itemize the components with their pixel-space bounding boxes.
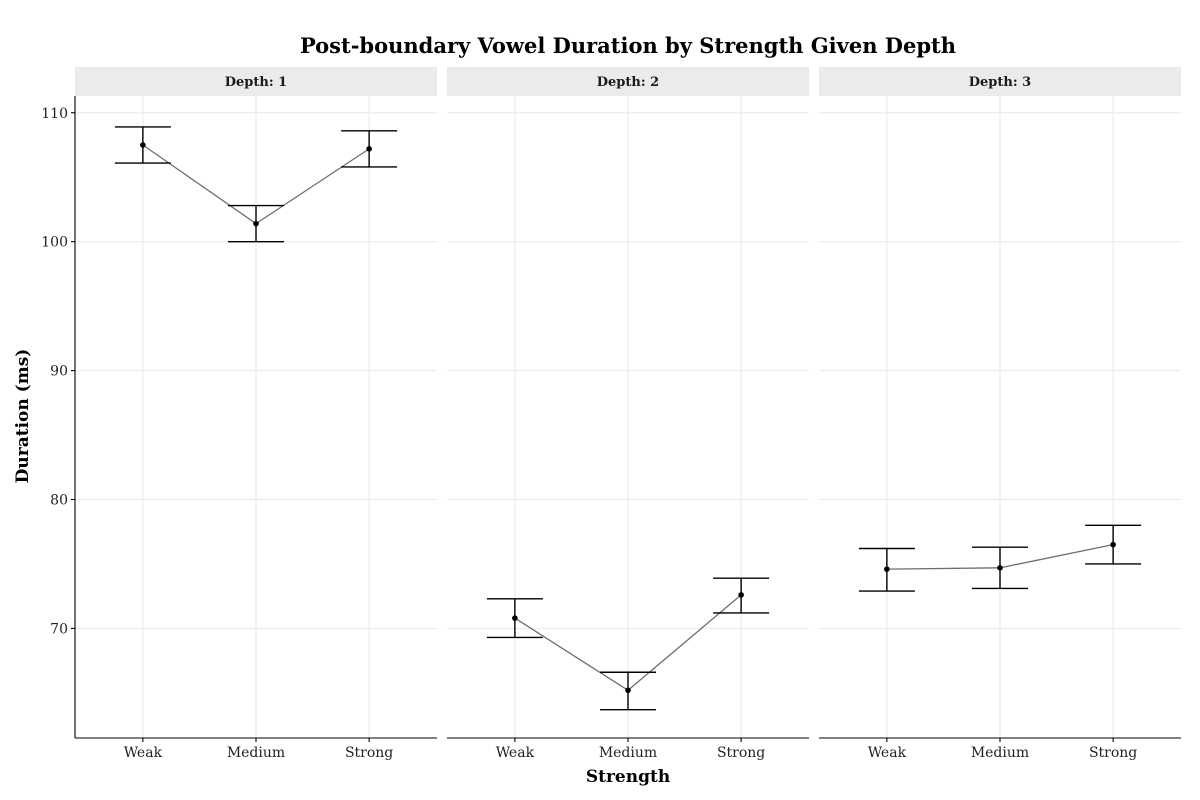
x-tick-label: Weak bbox=[868, 745, 907, 761]
data-point bbox=[253, 220, 259, 227]
y-axis: 70 80 90 100 110 bbox=[41, 96, 76, 738]
y-axis-title: Duration (ms) bbox=[13, 349, 33, 484]
x-tick-label: Medium bbox=[599, 745, 657, 761]
chart-title: Post-boundary Vowel Duration by Strength… bbox=[300, 33, 956, 58]
x-tick-label: Weak bbox=[496, 745, 535, 761]
facet-panel: Depth: 1 Weak Medium Strong bbox=[75, 67, 437, 761]
facet-panel: Depth: 2 Weak Medium Strong bbox=[447, 67, 809, 761]
facet-panels: Depth: 1 Weak Medium Strong Depth: 2 Weak Medi… bbox=[75, 67, 1181, 761]
y-tick-label: 90 bbox=[50, 364, 68, 380]
facet-strip-label: Depth: 1 bbox=[225, 75, 287, 90]
data-point bbox=[366, 146, 372, 152]
facet-strip-label: Depth: 2 bbox=[597, 75, 659, 90]
data-point bbox=[140, 142, 146, 148]
facet-panel: Depth: 3 Weak Medium Strong bbox=[819, 67, 1181, 761]
y-tick-label: 100 bbox=[41, 235, 68, 251]
x-axis-title: Strength bbox=[586, 767, 670, 787]
y-tick-label: 80 bbox=[50, 493, 68, 509]
y-tick-label: 70 bbox=[50, 621, 68, 637]
data-point bbox=[512, 615, 518, 621]
x-tick-label: Medium bbox=[227, 745, 285, 761]
x-tick-label: Medium bbox=[971, 745, 1029, 761]
data-point bbox=[1110, 541, 1116, 548]
x-tick-label: Weak bbox=[124, 745, 163, 761]
x-tick-label: Strong bbox=[1089, 745, 1137, 761]
x-tick-label: Strong bbox=[717, 745, 765, 761]
facet-strip bbox=[819, 67, 1181, 96]
data-point bbox=[625, 687, 631, 694]
data-point bbox=[997, 565, 1003, 571]
y-tick-label: 110 bbox=[41, 106, 68, 122]
data-point bbox=[884, 566, 890, 572]
facet-strip bbox=[447, 67, 809, 96]
facet-strip bbox=[75, 67, 437, 96]
facet-strip-label: Depth: 3 bbox=[969, 75, 1031, 90]
data-point bbox=[738, 592, 744, 598]
x-tick-label: Strong bbox=[345, 745, 393, 761]
